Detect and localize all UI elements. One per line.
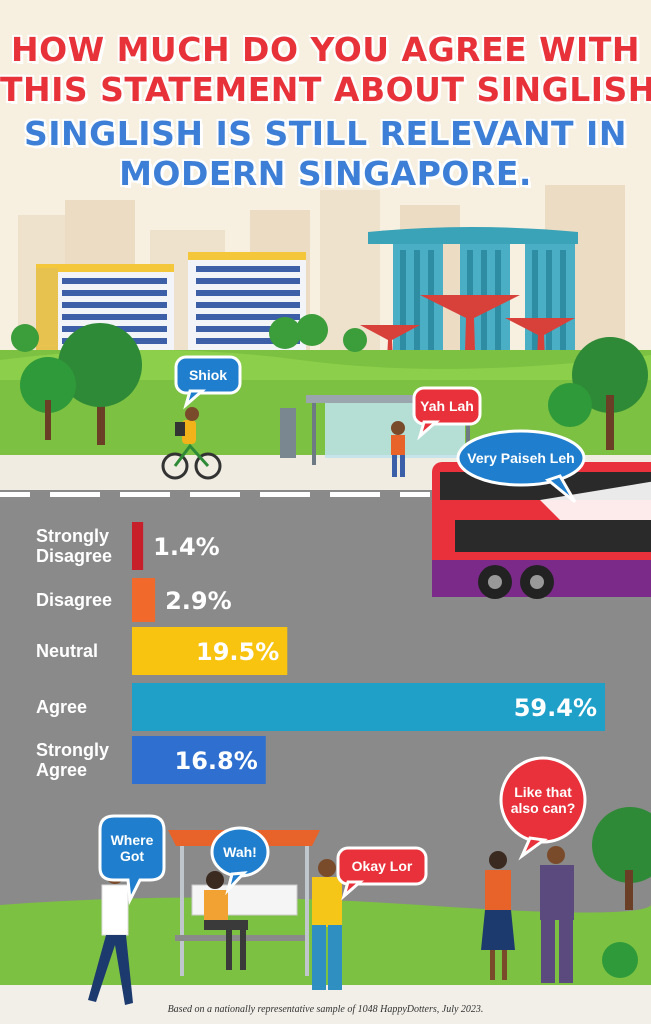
footnote: Based on a nationally representative sam… [167, 1004, 484, 1015]
bubble-like-that-line-1: Like that [514, 784, 572, 800]
value-label-agree: 59.4% [514, 694, 597, 722]
category-label-neutral: Neutral [36, 641, 98, 661]
bubble-wah: Wah! [223, 844, 257, 860]
trees [11, 314, 648, 450]
category-label-line: Strongly [36, 526, 110, 546]
bubble-yah-lah: Yah Lah [420, 398, 474, 414]
category-label-line: Disagree [36, 590, 113, 610]
category-label-line: Strongly [36, 740, 110, 760]
title-line-2: THIS STATEMENT ABOUT SINGLISH? [0, 70, 651, 109]
bubble-okay-lor: Okay Lor [351, 858, 413, 874]
bar-strongly-agree [132, 736, 266, 784]
category-label-agree: Agree [36, 697, 87, 717]
bubble-where-got-line-2: Got [119, 848, 145, 864]
hdb-block-right [188, 252, 306, 361]
category-label-line: Agree [36, 697, 88, 717]
bubble-very-paiseh-leh: Very Paiseh Leh [467, 450, 575, 466]
bubble-where-got: Where Got [100, 832, 164, 864]
bar-strongly-disagree [132, 522, 144, 570]
bubble-like-that-also-can: Like that also can? [503, 784, 583, 816]
value-label-strongly-agree: 16.8% [175, 747, 258, 775]
cyclist [161, 407, 222, 480]
standing-person [391, 421, 405, 477]
title-line-1: HOW MUCH DO YOU AGREE WITH [11, 30, 640, 69]
man-in-suit [540, 846, 574, 983]
bubble-shiok: Shiok [188, 367, 228, 383]
bar-disagree [132, 578, 156, 622]
bubble-like-that-line-2: also can? [510, 800, 576, 816]
category-label-line: Agree [36, 760, 88, 780]
value-label-neutral: 19.5% [196, 638, 279, 666]
bar-agree [132, 683, 605, 731]
value-label-strongly-disagree: 1.4% [153, 533, 220, 561]
subtitle-line-1: SINGLISH IS STILL RELEVANT IN [24, 114, 627, 153]
value-label-disagree: 2.9% [165, 587, 232, 615]
seated-woman [204, 871, 248, 970]
category-label-line: Neutral [36, 641, 99, 661]
bar-neutral [132, 627, 288, 675]
category-label-disagree: Disagree [36, 590, 112, 610]
category-label-line: Disagree [36, 546, 113, 566]
bubble-where-got-line-1: Where [110, 832, 154, 848]
woman-with-bag [481, 851, 515, 980]
category-label-strongly-agree: Strongly Agree [36, 740, 109, 780]
subtitle-line-2: MODERN SINGAPORE. [119, 154, 532, 193]
category-label-strongly-disagree: Strongly Disagree [36, 526, 112, 566]
